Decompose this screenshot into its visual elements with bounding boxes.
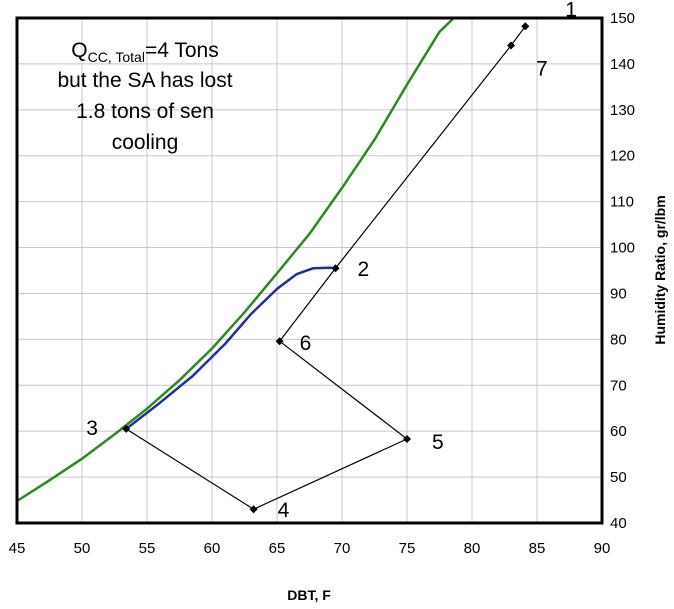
- x-tick-label: 80: [464, 540, 481, 557]
- y-tick-label: 100: [610, 240, 635, 257]
- y-tick-label: 60: [610, 423, 627, 440]
- x-tick-labels: 45 50 55 60 65 70 75 80 85 90: [9, 540, 611, 557]
- coil-process-curve: [124, 266, 337, 431]
- state-point-3-label: 3: [86, 417, 98, 440]
- annotation-subscript: CC, Total: [88, 49, 145, 65]
- y-axis-title: Humidity Ratio, gr/lbm: [652, 195, 668, 344]
- state-point-5-marker: [403, 434, 411, 443]
- saturation-curve: [15, 16, 456, 503]
- x-tick-label: 60: [204, 540, 221, 557]
- y-tick-labels: 40 50 60 70 80 90 100 110 120 130 140 150: [610, 10, 635, 532]
- state-point-1-marker: [521, 22, 530, 31]
- state-point-1-label: 1: [565, 0, 577, 21]
- state-point-5-label: 5: [432, 431, 444, 454]
- annotation-line-2: but the SA has lost: [57, 69, 232, 92]
- y-tick-label: 50: [610, 469, 627, 486]
- annotation-line-3: 1.8 tons of sen: [76, 100, 214, 123]
- y-tick-label: 40: [610, 515, 627, 532]
- state-point-6-marker: [275, 337, 284, 346]
- point-labels: 1 7 2 6 5 4 3: [86, 0, 577, 522]
- y-tick-label: 130: [610, 102, 635, 119]
- annotation-line-4: cooling: [112, 131, 179, 154]
- y-tick-label: 150: [610, 10, 635, 27]
- annotation-tons: =4 Tons: [145, 39, 219, 62]
- state-point-7-marker: [507, 41, 515, 50]
- x-axis-title: DBT, F: [287, 587, 331, 603]
- x-tick-label: 90: [594, 540, 611, 557]
- x-tick-label: 70: [334, 540, 351, 557]
- state-point-2-marker: [331, 264, 340, 273]
- x-tick-label: 85: [529, 540, 546, 557]
- y-tick-label: 120: [610, 148, 635, 165]
- state-point-6-label: 6: [300, 332, 312, 355]
- y-tick-label: 90: [610, 285, 627, 302]
- x-tick-label: 45: [9, 540, 26, 557]
- x-tick-label: 65: [269, 540, 286, 557]
- x-tick-label: 50: [74, 540, 91, 557]
- annotation-q: Q: [71, 39, 87, 62]
- state-point-4-marker: [249, 505, 258, 514]
- y-tick-label: 80: [610, 331, 627, 348]
- annotation-box: QCC, Total=4 Tons but the SA has lost 1.…: [57, 39, 232, 154]
- marker-layer: [122, 22, 530, 514]
- y-tick-label: 110: [610, 194, 634, 211]
- state-point-4-label: 4: [278, 499, 290, 522]
- gridlines: [17, 18, 602, 523]
- y-tick-label: 70: [610, 377, 627, 394]
- y-tick-label: 140: [610, 56, 635, 73]
- plot-frame: [15, 16, 604, 525]
- state-point-7-label: 7: [536, 58, 548, 81]
- x-tick-label: 75: [399, 540, 416, 557]
- x-tick-label: 55: [139, 540, 156, 557]
- state-point-3-marker: [122, 424, 131, 433]
- annotation-line-1: QCC, Total=4 Tons: [71, 39, 218, 65]
- state-point-2-label: 2: [358, 258, 370, 281]
